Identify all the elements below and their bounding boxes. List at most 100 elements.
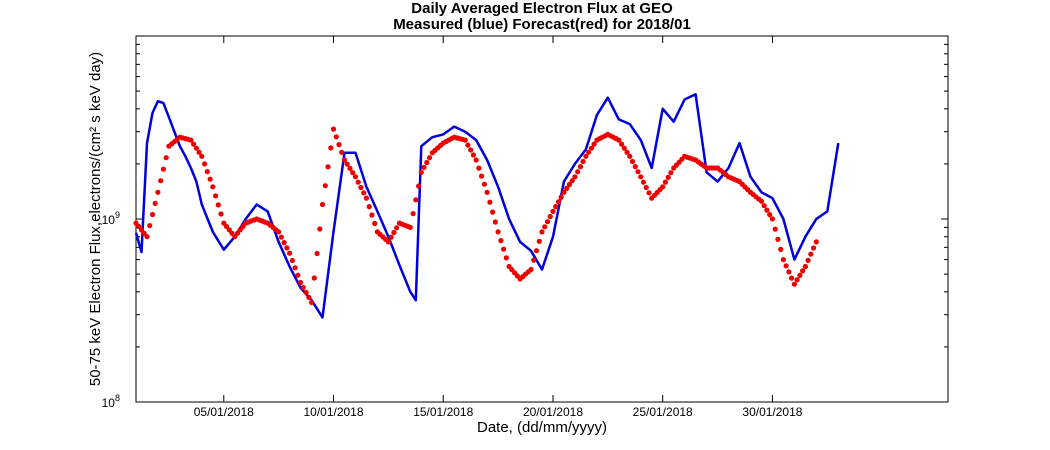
- forecast-point: [624, 149, 630, 155]
- forecast-point: [775, 236, 781, 242]
- forecast-point: [147, 223, 153, 229]
- forecast-point: [426, 155, 433, 161]
- forecast-point: [284, 245, 290, 251]
- forecast-point: [800, 268, 806, 274]
- forecast-point: [487, 199, 493, 205]
- forecast-point: [158, 178, 164, 184]
- forecast-point: [160, 166, 166, 172]
- forecast-point: [533, 248, 540, 254]
- forecast-point: [566, 181, 573, 188]
- forecast-point: [544, 219, 551, 225]
- forecast-point: [476, 165, 482, 171]
- forecast-point: [152, 200, 158, 206]
- forecast-point: [276, 229, 282, 235]
- forecast-point: [309, 299, 315, 305]
- forecast-point: [410, 211, 416, 217]
- forecast-point: [764, 207, 770, 213]
- forecast-point: [550, 208, 556, 214]
- forecast-point: [791, 281, 798, 287]
- forecast-point: [802, 263, 809, 270]
- forecast-point: [805, 257, 811, 263]
- forecast-point: [144, 234, 150, 240]
- forecast-point: [501, 246, 507, 252]
- x-axis-ticks: 05/01/2018 10/01/2018 15/01/2018 20/01/2018…: [194, 36, 803, 419]
- forecast-point: [149, 211, 156, 218]
- forecast-point: [780, 257, 787, 263]
- forecast-point: [542, 224, 548, 230]
- forecast-point: [462, 137, 468, 143]
- forecast-point: [643, 184, 649, 191]
- forecast-point: [319, 201, 326, 208]
- y-tick-label: 109: [102, 210, 120, 227]
- forecast-point: [536, 238, 542, 244]
- forecast-point: [281, 240, 287, 246]
- forecast-point: [394, 225, 400, 231]
- forecast-point: [665, 174, 671, 180]
- forecast-point: [372, 220, 378, 227]
- forecast-point: [418, 169, 424, 175]
- forecast-point: [278, 234, 284, 240]
- forecast-point: [569, 178, 575, 184]
- forecast-point: [811, 245, 817, 251]
- forecast-point: [492, 219, 498, 225]
- x-tick-label: 30/01/2018: [742, 405, 802, 419]
- forecast-point: [794, 277, 800, 283]
- forecast-point: [495, 229, 501, 235]
- forecast-point: [575, 169, 581, 175]
- y-axis-label: 50-75 keV Electron Flux,electrons/(cm² s…: [87, 52, 104, 386]
- forecast-point: [577, 164, 584, 170]
- forecast-point: [564, 185, 570, 191]
- forecast-point: [202, 161, 208, 167]
- forecast-point: [662, 179, 669, 185]
- forecast-point: [314, 250, 320, 257]
- forecast-point: [295, 272, 301, 278]
- forecast-point: [344, 161, 350, 167]
- forecast-point: [322, 183, 328, 189]
- forecast-point: [363, 195, 369, 201]
- forecast-point: [355, 179, 361, 185]
- series-layer: [133, 93, 840, 319]
- forecast-point: [352, 174, 359, 180]
- forecast-point: [188, 137, 194, 143]
- forecast-point: [196, 149, 202, 155]
- forecast-point: [772, 226, 778, 232]
- forecast-point: [306, 294, 312, 300]
- forecast-point: [660, 184, 666, 190]
- forecast-point: [391, 229, 397, 236]
- forecast-point: [388, 234, 394, 240]
- forecast-point: [580, 158, 586, 165]
- forecast-point: [619, 141, 625, 147]
- forecast-point: [789, 275, 795, 281]
- forecast-point: [490, 209, 496, 215]
- forecast-point: [632, 164, 638, 170]
- forecast-point: [591, 141, 597, 147]
- forecast-point: [163, 155, 169, 161]
- forecast-point: [616, 137, 622, 143]
- y-tick-label: 108: [102, 393, 120, 410]
- chart-subtitle: Measured (blue) Forecast(red) for 2018/0…: [393, 16, 691, 33]
- forecast-point: [333, 134, 339, 140]
- forecast-point: [528, 266, 534, 273]
- forecast-point: [479, 173, 485, 179]
- forecast-point: [503, 255, 509, 261]
- forecast-point: [361, 190, 367, 196]
- x-tick-label: 10/01/2018: [303, 405, 363, 419]
- forecast-point: [498, 238, 504, 244]
- forecast-point: [407, 224, 413, 230]
- forecast-point: [287, 250, 293, 256]
- forecast-point: [339, 149, 345, 155]
- chart-title: Daily Averaged Electron Flux at GEO: [411, 0, 673, 17]
- forecast-point: [583, 153, 589, 159]
- forecast-point: [778, 246, 784, 252]
- forecast-point: [421, 164, 427, 170]
- forecast-point: [210, 184, 216, 190]
- forecast-point: [369, 212, 375, 218]
- forecast-point: [155, 189, 161, 195]
- forecast-point: [300, 284, 306, 291]
- forecast-point: [413, 197, 419, 203]
- forecast-point: [325, 164, 331, 170]
- forecast-point: [547, 213, 553, 220]
- x-tick-label: 20/01/2018: [523, 405, 583, 419]
- forecast-point: [341, 157, 348, 163]
